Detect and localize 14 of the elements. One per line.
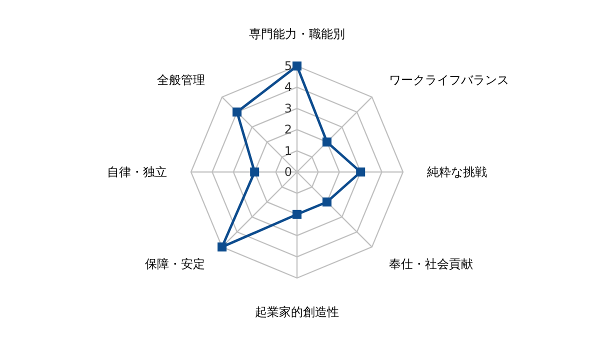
y-tick-label: 1 — [284, 144, 292, 158]
spoke-label: 保障・安定 — [145, 256, 206, 271]
spoke-label: 奉仕・社会貢献 — [388, 256, 473, 271]
y-tick-label: 3 — [284, 101, 292, 116]
spoke-label: 自律・独立 — [107, 165, 167, 179]
y-tick-label: 5 — [284, 59, 292, 73]
spoke-label: 起業家的創造性 — [255, 305, 339, 319]
y-tick-label: 2 — [284, 122, 292, 137]
y-tick-label: 0 — [284, 165, 292, 179]
spoke-label: ワークライフバランス — [388, 73, 509, 88]
y-tick-label: 4 — [284, 80, 292, 94]
spoke-label: 純粋な挑戦 — [427, 165, 487, 179]
spoke-label: 全般管理 — [157, 73, 206, 88]
spoke-label: 専門能力・職能別 — [249, 27, 345, 41]
